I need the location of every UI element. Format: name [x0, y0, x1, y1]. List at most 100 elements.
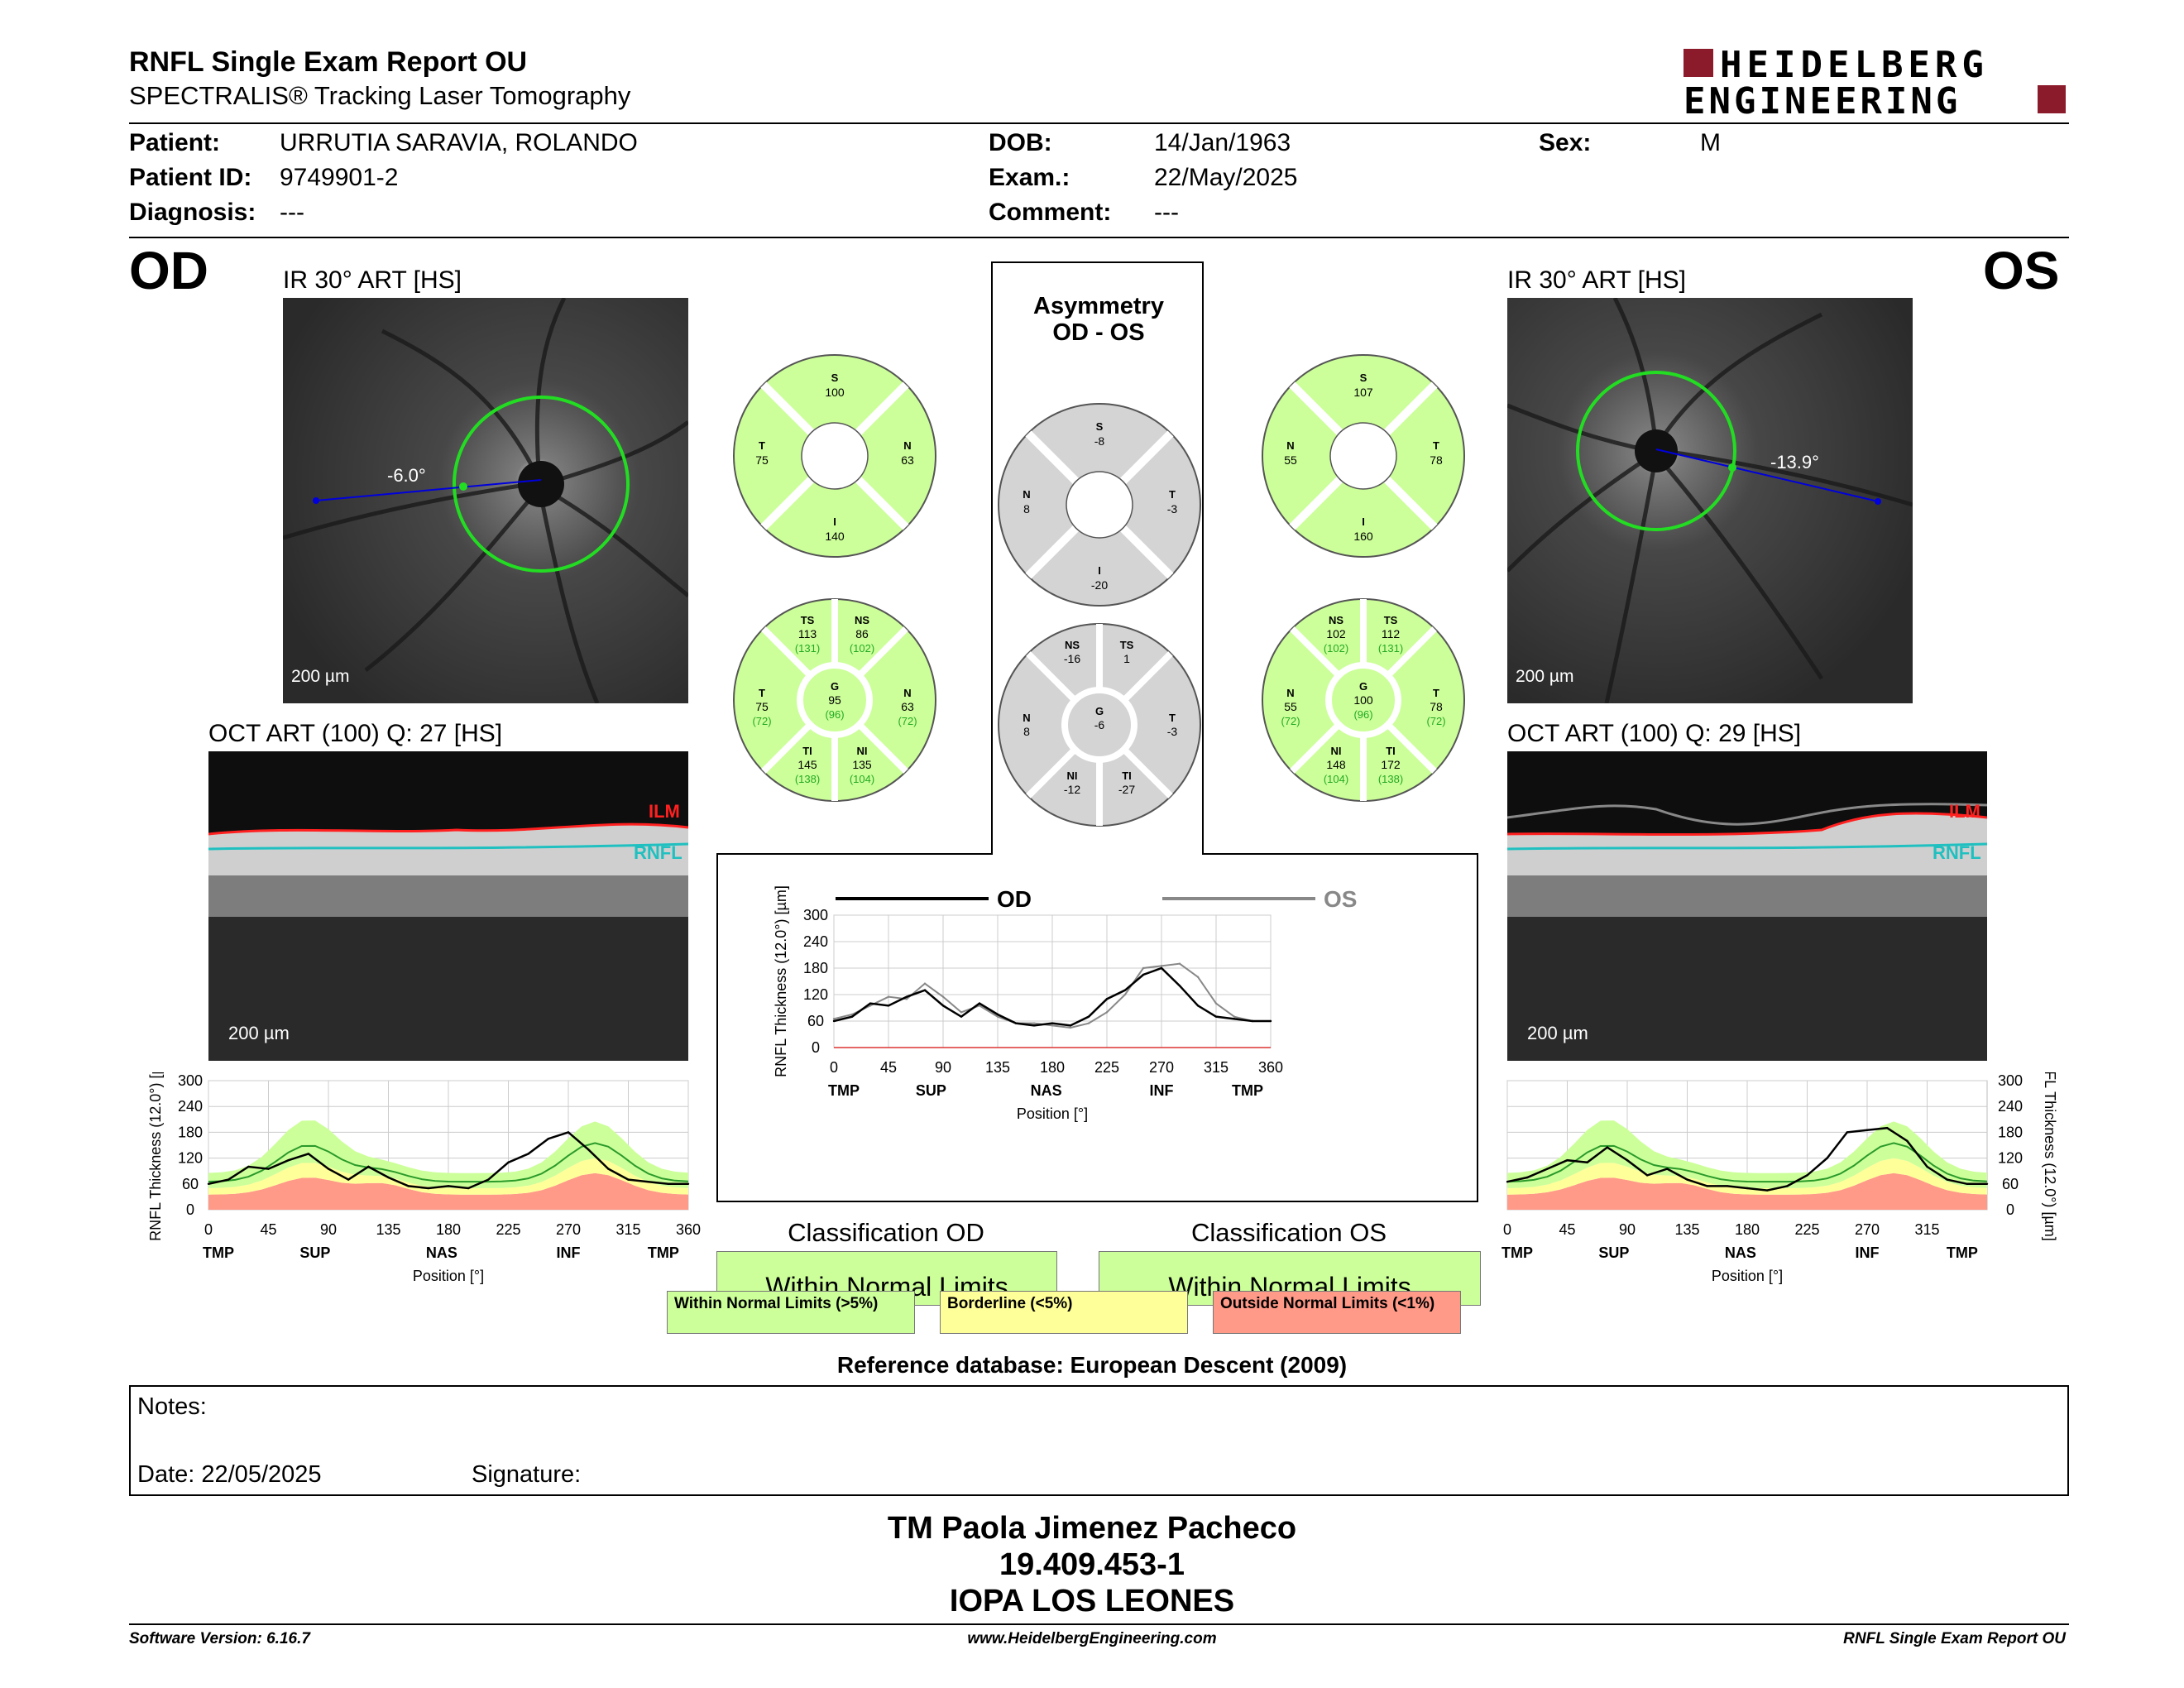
os-rnfl-label: RNFL — [1933, 842, 1981, 863]
x-tick-label: 90 — [935, 1059, 951, 1076]
od-sector-t-letter: T — [759, 687, 765, 699]
region-label: INF — [1150, 1082, 1174, 1099]
thickness-line-point — [1686, 1178, 1688, 1181]
od-thickness-line-point — [832, 1019, 836, 1023]
region-label: NAS — [1031, 1082, 1062, 1099]
thickness-line-point — [1666, 1168, 1669, 1170]
asym-sector-ts-value: 1 — [1123, 652, 1130, 665]
od-thickness-line-point — [869, 1002, 872, 1005]
logo-line1: HEIDELBERG — [1720, 44, 1989, 86]
signer-name: TM Paola Jimenez Pacheco — [887, 1511, 1297, 1546]
od-sector-ts-value: 113 — [798, 627, 817, 640]
os-thickness-line-point — [905, 998, 908, 1000]
x-tick-label: 270 — [1855, 1221, 1880, 1238]
comment-label: Comment: — [989, 199, 1112, 226]
x-tick-label: 0 — [1503, 1221, 1511, 1238]
od-sector-n-letter: N — [903, 439, 911, 452]
dob-value: 14/Jan/1963 — [1154, 129, 1291, 156]
os-sector-ni-ref: (104) — [1324, 773, 1348, 785]
borderline-band — [208, 1158, 688, 1195]
os-oct-drawing — [1506, 803, 1988, 1061]
region-label: TMP — [1502, 1244, 1533, 1261]
y-tick-label: 300 — [1998, 1072, 2023, 1089]
x-tick-label: 180 — [436, 1221, 461, 1238]
y-tick-label: 300 — [803, 907, 828, 923]
os-sector-ts-letter: TS — [1384, 614, 1398, 626]
od-sector-ti-letter: TI — [802, 745, 812, 757]
os-sector-ni-letter: NI — [1331, 745, 1342, 757]
asym-sector-g-letter: G — [1095, 705, 1104, 717]
od-4-sector: S 100 T75 N63 I 140 — [733, 354, 936, 558]
thickness-line-point — [287, 1159, 290, 1162]
x-tick-label: 270 — [556, 1221, 581, 1238]
od-fundus-scale: 200 µm — [291, 667, 350, 686]
os-thickness-line-point — [1214, 1002, 1218, 1005]
os-thickness-line-point — [960, 1011, 963, 1014]
thickness-line-point — [267, 1168, 270, 1170]
os-sector-n-letter: N — [1286, 687, 1294, 699]
x-tick-label: 315 — [1914, 1221, 1939, 1238]
region-label: TMP — [1947, 1244, 1978, 1261]
y-tick-label: 60 — [182, 1176, 199, 1192]
x-tick-label: 315 — [1204, 1059, 1228, 1076]
y-tick-label: 60 — [807, 1013, 824, 1029]
thickness-line-point — [1626, 1159, 1629, 1162]
os-sector-g-ref: (96) — [1353, 708, 1372, 721]
os-rnfl-profile: 0 60 120 180 240 300 0 45 90 135 180 225 270 315 TMP SU… — [1502, 1072, 2058, 1284]
normative-mean-line — [208, 1142, 689, 1183]
od-thickness-line-point — [1196, 1005, 1200, 1007]
x-tick-label: 45 — [1559, 1221, 1575, 1238]
patient-id: 9749901-2 — [280, 164, 399, 191]
os-thickness-line-point — [1051, 1024, 1054, 1027]
os-angle-label: -13.9° — [1770, 452, 1819, 472]
od-oct-scale: 200 µm — [228, 1023, 290, 1043]
notes-box[interactable]: Notes: Date: 22/05/2025 Signature: — [129, 1385, 2069, 1496]
thickness-line-point — [1926, 1165, 1928, 1168]
os-sector-ts-ref: (131) — [1378, 642, 1403, 655]
od-fundus-image — [282, 296, 690, 704]
x-tick-label: 360 — [676, 1221, 701, 1238]
y-tick-label: 180 — [803, 960, 828, 976]
os-oct-image — [1506, 751, 1988, 1061]
od-thickness-line-point — [850, 1015, 854, 1018]
od-thickness-line-point — [941, 1005, 945, 1007]
thickness-line-point — [507, 1161, 510, 1163]
asym-6-sector: NS-16 TS1 N8 T-3 NI-12 TI-27 G-6 — [998, 623, 1201, 827]
x-tick-label: 135 — [985, 1059, 1010, 1076]
thickness-line-point — [1866, 1129, 1869, 1131]
thickness-line-point — [1985, 1182, 1989, 1185]
thickness-line-point — [547, 1138, 550, 1140]
os-thickness-line-point — [996, 1015, 999, 1018]
os-sector-i-value: 160 — [1353, 530, 1373, 543]
dob-label: DOB: — [989, 129, 1052, 156]
od-sector-g-value: 95 — [828, 693, 841, 707]
os-thickness-line-point — [1160, 965, 1163, 967]
exam-label: Exam.: — [989, 164, 1070, 191]
y-tick-label: 120 — [178, 1150, 203, 1167]
os-sector-ti-letter: TI — [1386, 745, 1396, 757]
od-ir-caption: IR 30° ART [HS] — [283, 266, 462, 294]
os-sector-t-letter: T — [1433, 439, 1439, 452]
os-thickness-line-point — [832, 1018, 836, 1020]
os-fundus-drawing — [1506, 296, 1913, 704]
thickness-line-point — [227, 1178, 230, 1181]
od-thickness-line-point — [1214, 1015, 1218, 1018]
x-tick-label: 0 — [830, 1059, 838, 1076]
thickness-line-point — [647, 1181, 649, 1183]
notes-date: Date: 22/05/2025 — [137, 1461, 322, 1488]
od-thickness-line-point — [1160, 966, 1163, 970]
thickness-line-point — [1586, 1161, 1588, 1163]
x-axis-label: Position [°] — [1712, 1268, 1783, 1284]
od-sector-i-letter: I — [833, 516, 836, 528]
thickness-line-point — [1525, 1176, 1529, 1179]
x-axis-label: Position [°] — [1017, 1105, 1088, 1122]
region-label: TMP — [648, 1244, 679, 1261]
legend-wnl: Within Normal Limits (>5%) — [667, 1291, 915, 1334]
x-tick-label: 180 — [1040, 1059, 1065, 1076]
od-sector-ti-value: 145 — [797, 758, 817, 771]
os-eye-label: OS — [1983, 241, 2060, 300]
report-subtitle: SPECTRALIS® Tracking Laser Tomography — [129, 81, 631, 110]
os-thickness-line-point — [941, 995, 945, 998]
thickness-line-point — [1765, 1189, 1769, 1192]
